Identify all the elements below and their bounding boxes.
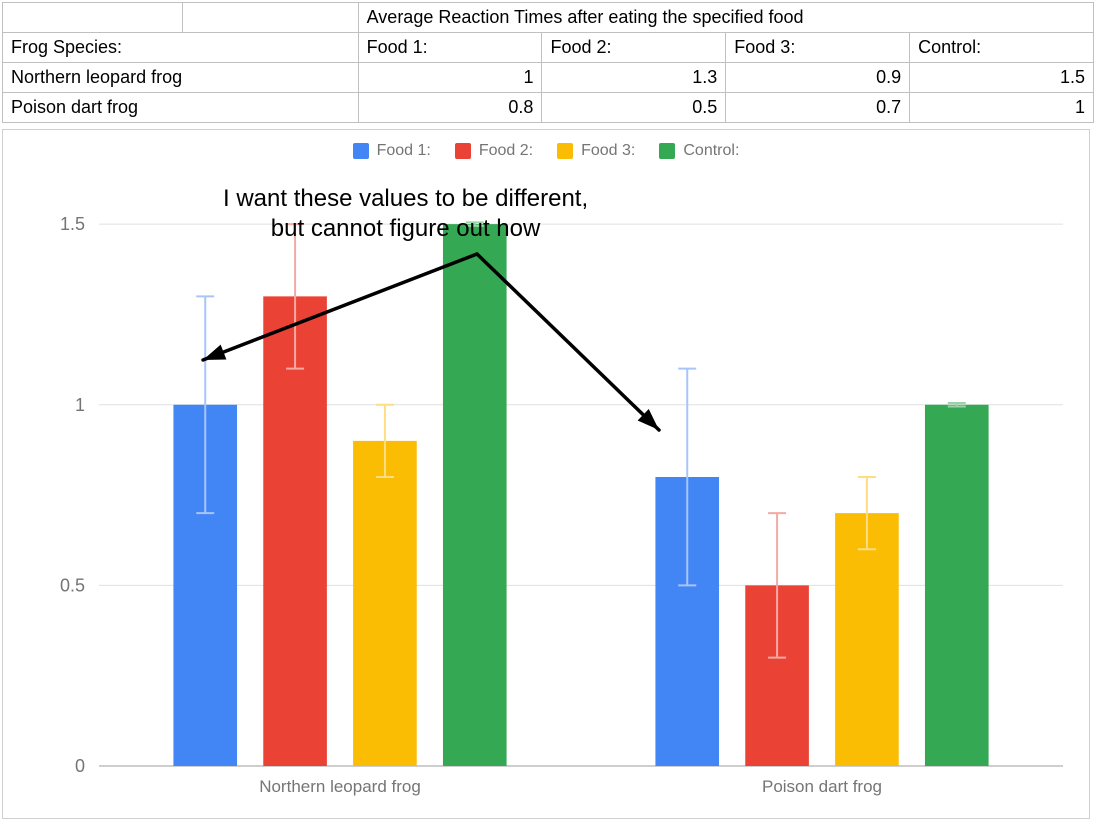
table-title: Average Reaction Times after eating the … [358, 3, 1093, 33]
annotation-line1: I want these values to be different, [223, 185, 588, 212]
cell-value: 0.7 [726, 93, 910, 123]
legend-swatch [557, 143, 573, 159]
legend-swatch [353, 143, 369, 159]
legend-swatch [659, 143, 675, 159]
empty-cell [3, 3, 183, 33]
category-label: Poison dart frog [762, 777, 882, 796]
legend-swatch [455, 143, 471, 159]
legend-label: Food 2: [479, 142, 533, 160]
bar [443, 224, 507, 766]
col-header-food2: Food 2: [542, 33, 726, 63]
cell-value: 0.5 [542, 93, 726, 123]
legend-label: Control: [683, 142, 739, 160]
row-label: Poison dart frog [3, 93, 359, 123]
cell-value: 0.8 [358, 93, 542, 123]
category-label: Northern leopard frog [259, 777, 421, 796]
bar [353, 441, 417, 766]
legend-item: Food 1: [353, 142, 431, 160]
table-header-row: Frog Species: Food 1: Food 2: Food 3: Co… [3, 33, 1094, 63]
y-tick-label: 0.5 [60, 575, 85, 595]
bar [925, 405, 989, 766]
cell-value: 1 [358, 63, 542, 93]
legend-item: Control: [659, 142, 739, 160]
legend-item: Food 3: [557, 142, 635, 160]
data-table: Average Reaction Times after eating the … [2, 2, 1094, 123]
cell-value: 0.9 [726, 63, 910, 93]
y-tick-label: 1.5 [60, 214, 85, 234]
col-header-food3: Food 3: [726, 33, 910, 63]
y-tick-label: 0 [75, 756, 85, 776]
bar [835, 513, 899, 766]
col-header-food1: Food 1: [358, 33, 542, 63]
col-header-control: Control: [910, 33, 1094, 63]
table-title-row: Average Reaction Times after eating the … [3, 3, 1094, 33]
legend-label: Food 1: [377, 142, 431, 160]
legend-item: Food 2: [455, 142, 533, 160]
cell-value: 1.3 [542, 63, 726, 93]
empty-cell [182, 3, 358, 33]
legend-label: Food 3: [581, 142, 635, 160]
annotation-text: I want these values to be different, but… [223, 184, 588, 244]
row-label: Northern leopard frog [3, 63, 359, 93]
annotation-arrow [203, 254, 477, 360]
chart-legend: Food 1: Food 2: Food 3: Control: [3, 142, 1089, 160]
table-row: Northern leopard frog 1 1.3 0.9 1.5 [3, 63, 1094, 93]
table-row: Poison dart frog 0.8 0.5 0.7 1 [3, 93, 1094, 123]
cell-value: 1.5 [910, 63, 1094, 93]
row-header-label: Frog Species: [3, 33, 359, 63]
annotation-line2: but cannot figure out how [271, 215, 541, 242]
chart-frame: Food 1: Food 2: Food 3: Control: 0 0.5 1 1.5 No… [2, 129, 1090, 819]
cell-value: 1 [910, 93, 1094, 123]
y-tick-label: 1 [75, 395, 85, 415]
